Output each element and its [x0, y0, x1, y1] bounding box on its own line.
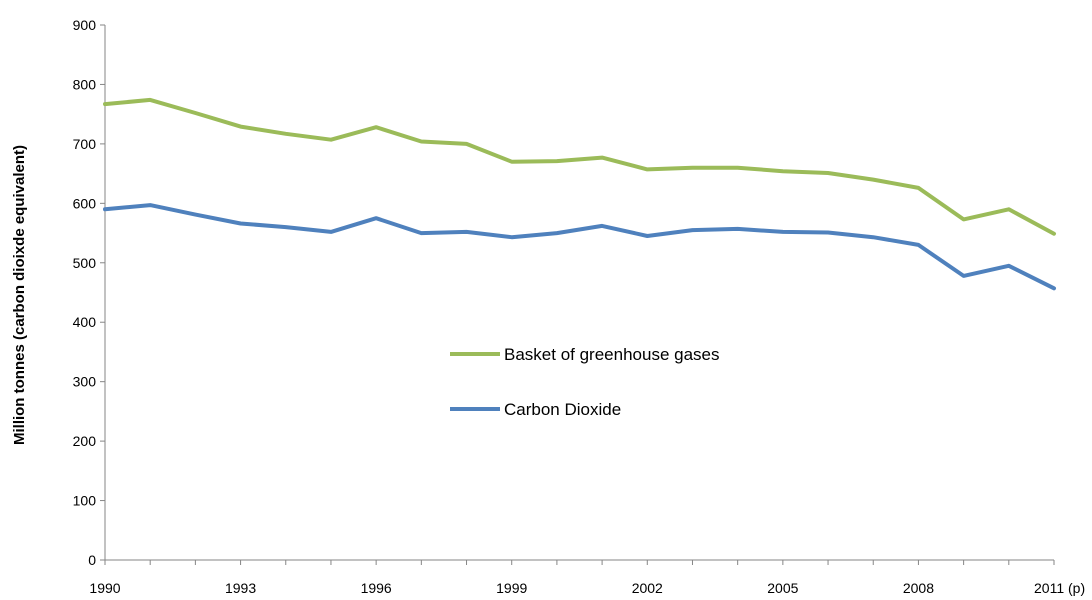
y-tick-label: 800 [73, 76, 97, 92]
x-tick-label: 2008 [903, 580, 934, 596]
series-line-greenhouse-gases [103, 97, 1056, 236]
x-tick-label: 1990 [89, 580, 120, 596]
y-tick-label: 600 [73, 195, 97, 211]
x-tick-label: 1999 [496, 580, 527, 596]
y-axis: 0 100 200 300 400 500 600 700 800 900 [73, 17, 106, 568]
y-tick-label: 500 [73, 255, 97, 271]
y-tick-label: 100 [73, 493, 97, 509]
x-tick-label: 1996 [361, 580, 392, 596]
x-tick-label: 2002 [632, 580, 663, 596]
series-lines [103, 97, 1056, 291]
legend: Basket of greenhouse gases Carbon Dioxide [450, 345, 719, 419]
series-line-carbon-dioxide [103, 203, 1056, 291]
y-tick-label: 700 [73, 136, 97, 152]
legend-label: Carbon Dioxide [504, 400, 621, 419]
x-tick-label: 2005 [767, 580, 798, 596]
x-axis: 1990 1993 1996 1999 2002 2005 2008 2011 (p) [89, 559, 1085, 596]
x-tick-label: 1993 [225, 580, 256, 596]
y-tick-label: 900 [73, 17, 97, 33]
y-tick-label: 0 [88, 552, 96, 568]
x-tick-label: 2011 (p) [1034, 580, 1085, 596]
legend-label: Basket of greenhouse gases [504, 345, 719, 364]
y-axis-title: Million tonnes (carbon dioixde equivalen… [11, 145, 28, 445]
y-tick-label: 300 [73, 374, 97, 390]
y-tick-label: 200 [73, 433, 97, 449]
y-tick-label: 400 [73, 314, 97, 330]
